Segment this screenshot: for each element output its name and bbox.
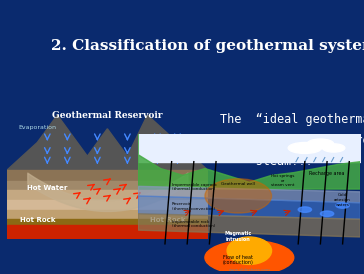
Polygon shape [138,196,360,219]
Text: Flow of heat
(conduction): Flow of heat (conduction) [223,255,254,266]
Text: Impermeable caprock
(thermal conduction): Impermeable caprock (thermal conduction) [172,183,216,192]
Ellipse shape [205,241,294,274]
Text: Hot springs
or
steam vent: Hot springs or steam vent [271,174,294,187]
Polygon shape [138,134,360,189]
Polygon shape [138,214,360,237]
Ellipse shape [320,211,334,216]
Text: Geothermal Reservoir: Geothermal Reservoir [52,111,163,120]
Text: Geothermal well: Geothermal well [221,182,255,186]
Ellipse shape [298,207,312,212]
Text: Hot Rock: Hot Rock [20,217,55,223]
Ellipse shape [288,142,321,153]
Text: Evaporation: Evaporation [18,125,56,130]
Text: Magmatic
intrusion: Magmatic intrusion [225,231,252,242]
Text: Hot Rock: Hot Rock [150,217,185,223]
Polygon shape [138,186,360,203]
Text: 2. Classification of geothermal systems /reservoirs: 2. Classification of geothermal systems … [51,39,364,53]
Ellipse shape [307,139,334,149]
Text: Reservoir
(thermal convection): Reservoir (thermal convection) [172,202,215,211]
Ellipse shape [336,203,349,208]
Text: Recharge area: Recharge area [309,171,345,176]
Ellipse shape [205,179,272,213]
Ellipse shape [323,144,345,152]
Text: www.slideshare.com: www.slideshare.com [228,268,270,272]
Ellipse shape [227,237,272,264]
Polygon shape [7,115,207,238]
Text: Cold
artesian
waters: Cold artesian waters [334,193,351,207]
Text: The  “ideal geothermal reservoir”
   = high temperatures + water
   = steam!!!: The “ideal geothermal reservoir” = high … [221,113,364,168]
Text: Hot Water: Hot Water [27,185,67,192]
Text: Impermeable rock
(thermal conduction): Impermeable rock (thermal conduction) [172,220,215,229]
